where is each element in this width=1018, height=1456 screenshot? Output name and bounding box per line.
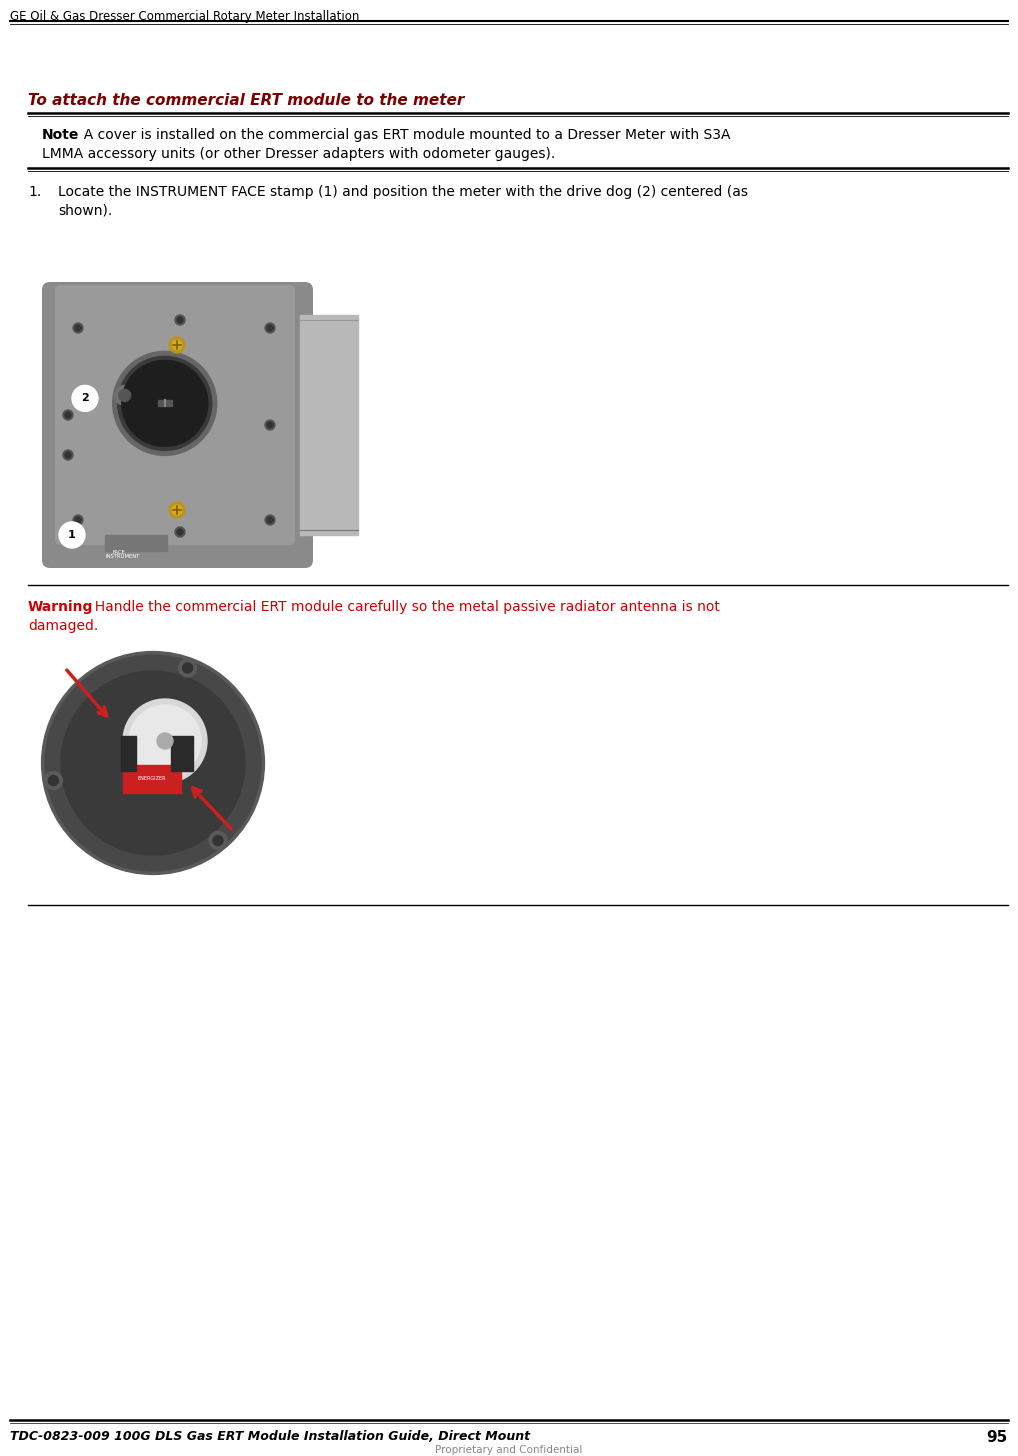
Bar [105,534,167,550]
Circle shape [122,361,208,447]
Circle shape [175,314,185,325]
Circle shape [169,336,185,352]
Bar [123,764,181,794]
Circle shape [75,325,81,331]
Circle shape [267,517,273,523]
Bar [300,314,358,534]
Text: A cover is installed on the commercial gas ERT module mounted to a Dresser Meter: A cover is installed on the commercial g… [75,128,731,143]
Bar [171,735,193,772]
Text: INSTRUMENT: INSTRUMENT [106,553,140,559]
Circle shape [157,732,173,748]
Circle shape [61,671,245,855]
Text: GE Oil & Gas Dresser Commercial Rotary Meter Installation: GE Oil & Gas Dresser Commercial Rotary M… [10,10,359,23]
Circle shape [59,523,84,547]
Text: LMMA accessory units (or other Dresser adapters with odometer gauges).: LMMA accessory units (or other Dresser a… [42,147,555,162]
Text: FACE: FACE [113,550,126,555]
Circle shape [177,529,183,534]
Circle shape [129,705,201,778]
Circle shape [73,323,83,333]
Circle shape [265,419,275,430]
Text: Proprietary and Confidential: Proprietary and Confidential [436,1444,582,1455]
Text: Warning: Warning [29,600,94,614]
Circle shape [45,772,62,789]
Circle shape [267,325,273,331]
Circle shape [182,662,192,673]
Circle shape [118,357,212,450]
Text: ENERGIZER: ENERGIZER [137,776,166,782]
Circle shape [113,351,217,456]
Text: Locate the INSTRUMENT FACE stamp (1) and position the meter with the drive dog (: Locate the INSTRUMENT FACE stamp (1) and… [58,185,748,199]
Circle shape [169,502,185,518]
Circle shape [123,699,207,783]
Circle shape [63,450,73,460]
Text: Note: Note [42,128,79,143]
Circle shape [119,389,130,402]
Circle shape [213,836,223,846]
Text: damaged.: damaged. [29,619,99,633]
Circle shape [65,412,71,418]
Text: 1: 1 [68,530,76,540]
Text: 2: 2 [81,393,89,403]
Circle shape [75,517,81,523]
Circle shape [267,422,273,428]
Text: 95: 95 [986,1430,1008,1444]
Bar [158,400,172,406]
FancyBboxPatch shape [42,282,313,568]
Text: TDC-0823-009 100G DLS Gas ERT Module Installation Guide, Direct Mount: TDC-0823-009 100G DLS Gas ERT Module Ins… [10,1430,530,1443]
Circle shape [48,776,58,786]
Circle shape [43,652,264,874]
Circle shape [172,341,182,349]
Circle shape [73,515,83,526]
Text: Handle the commercial ERT module carefully so the metal passive radiator antenna: Handle the commercial ERT module careful… [86,600,720,614]
Circle shape [175,527,185,537]
FancyBboxPatch shape [55,285,295,545]
Circle shape [115,386,134,405]
Text: 1.: 1. [29,185,42,199]
Circle shape [265,323,275,333]
Circle shape [209,831,227,849]
Circle shape [172,505,182,515]
Circle shape [72,386,98,412]
Circle shape [65,451,71,459]
Circle shape [63,411,73,419]
Circle shape [178,660,196,677]
Text: To attach the commercial ERT module to the meter: To attach the commercial ERT module to t… [29,93,464,108]
Text: shown).: shown). [58,204,112,218]
Circle shape [177,317,183,323]
Circle shape [265,515,275,526]
Bar [121,735,136,772]
